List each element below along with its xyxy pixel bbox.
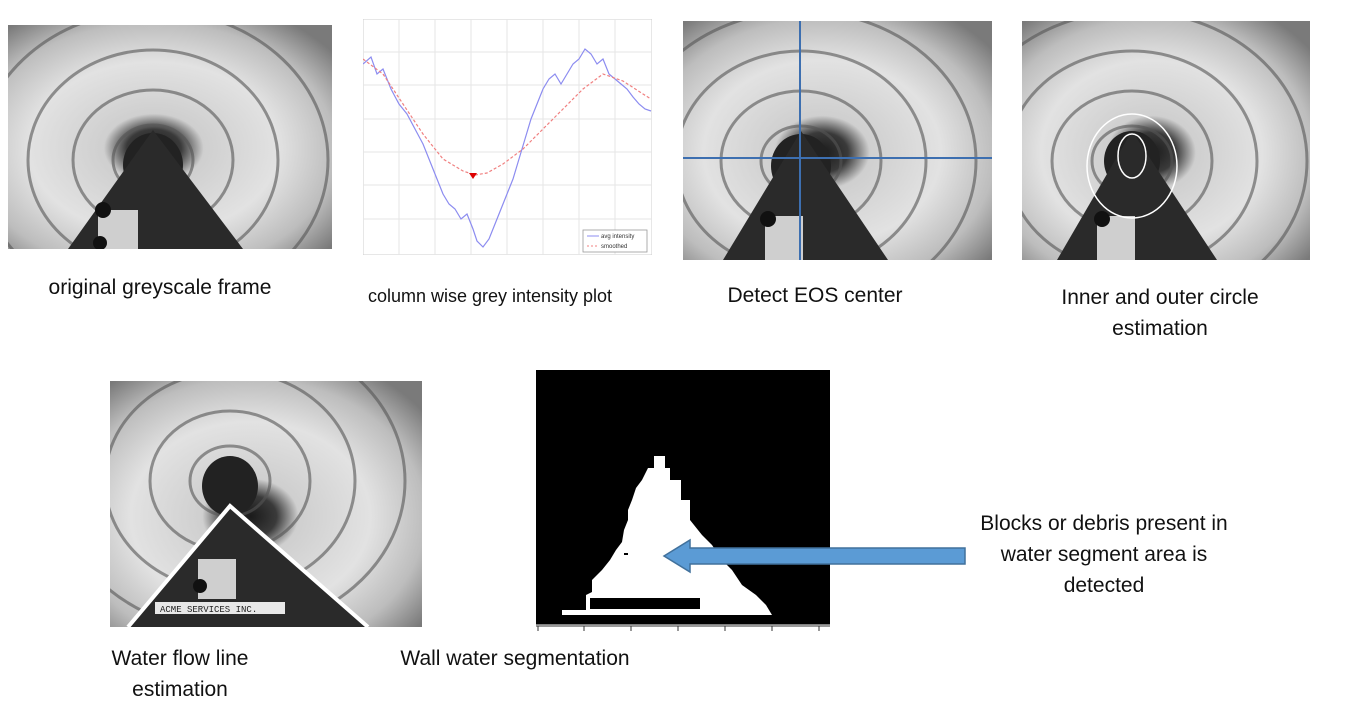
segmentation-caption: Wall water segmentation bbox=[400, 647, 630, 670]
original-frame-image bbox=[8, 25, 332, 249]
water-flow-line bbox=[126, 503, 370, 627]
intensity-plot: avg intensity smoothed bbox=[363, 19, 652, 255]
legend-smoothed: smoothed bbox=[601, 244, 627, 250]
eos-center-image bbox=[683, 21, 992, 260]
legend-avg: avg intensity bbox=[601, 234, 634, 240]
inner-circle bbox=[1117, 133, 1147, 179]
smoothed-line bbox=[363, 58, 652, 176]
circle-estimation-caption: Inner and outer circle estimation bbox=[1061, 286, 1259, 340]
water-segment-mask bbox=[562, 456, 772, 615]
flow-line-caption: Water flow line estimation bbox=[111, 647, 249, 701]
debris-arrow bbox=[662, 538, 966, 574]
avg-intensity-line bbox=[363, 48, 652, 248]
eos-center-caption: Detect EOS center bbox=[727, 284, 903, 307]
original-frame-caption: original greyscale frame bbox=[48, 276, 272, 299]
flow-line-image: ACME SERVICES INC. bbox=[110, 381, 422, 627]
segmentation-image bbox=[536, 370, 832, 632]
minimum-marker bbox=[469, 173, 477, 179]
circle-estimation-image bbox=[1022, 21, 1310, 260]
outer-circle bbox=[1086, 113, 1178, 219]
debris-annotation: Blocks or debris present in water segmen… bbox=[980, 512, 1228, 597]
intensity-plot-caption: column wise grey intensity plot bbox=[367, 286, 613, 306]
frame-overlay-text: ACME SERVICES INC. bbox=[160, 605, 257, 615]
